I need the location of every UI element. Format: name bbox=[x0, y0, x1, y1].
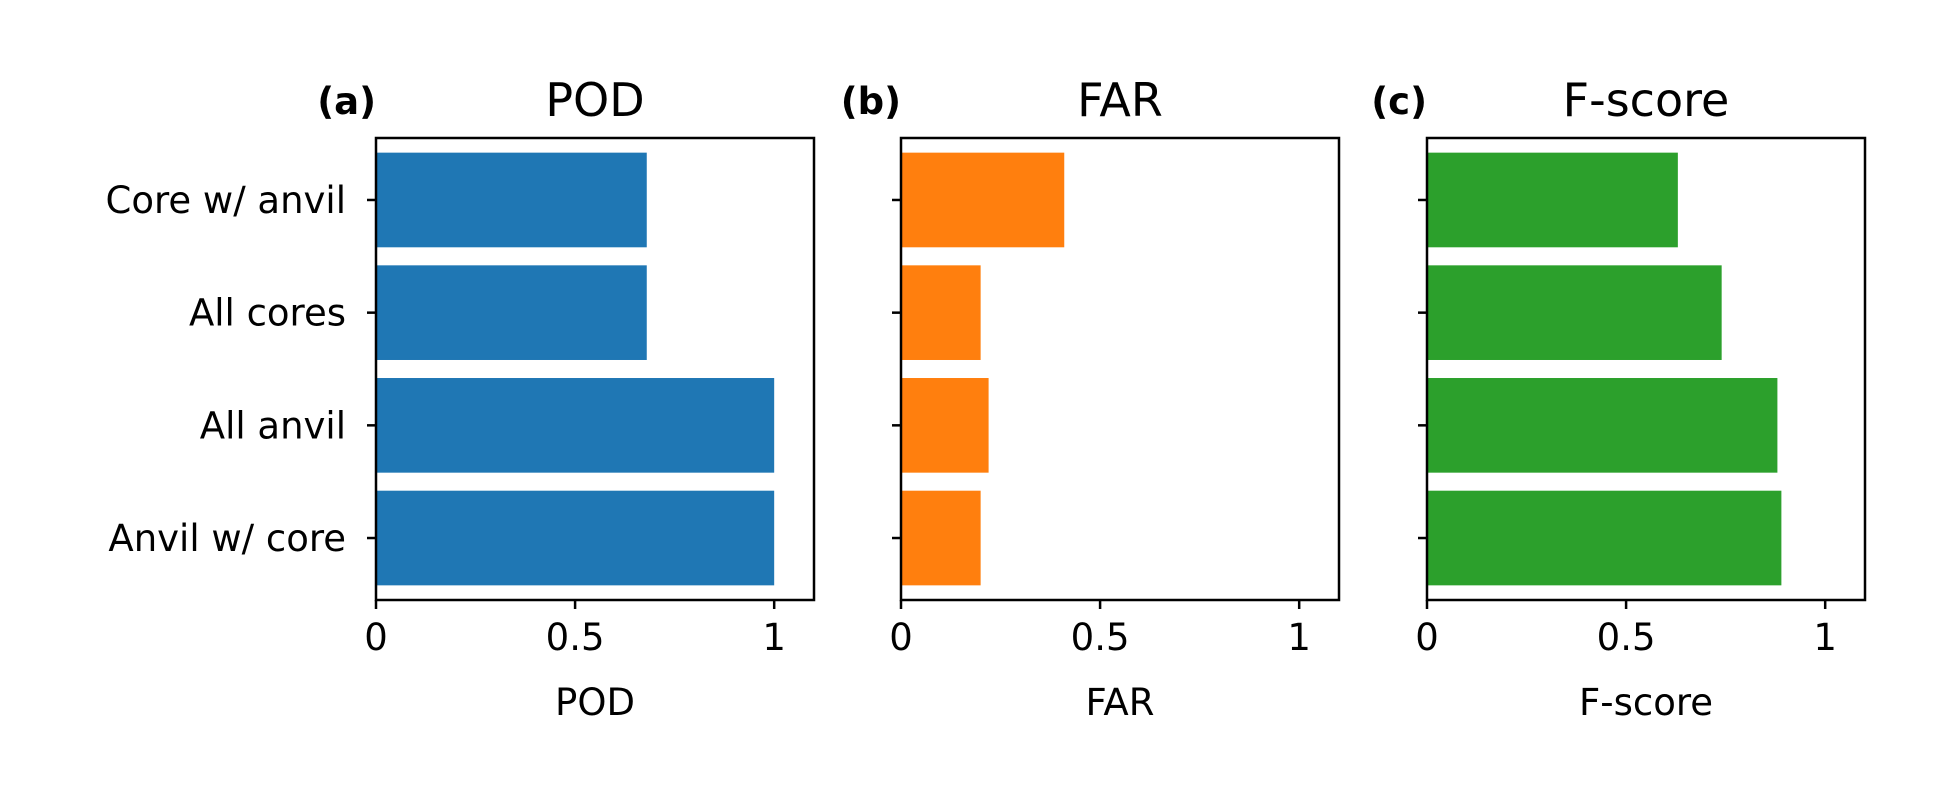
panel-2-xtick-label-1: 0 bbox=[889, 616, 913, 659]
panel-3-axes-frame bbox=[1425, 136, 1867, 602]
panel-2-xtick-label-2: 0.5 bbox=[1071, 616, 1130, 659]
panel-2-bar-4 bbox=[901, 490, 981, 586]
panel-1-xtick-label-2: 0.5 bbox=[546, 616, 605, 659]
panel-1-xtick-label-1: 0 bbox=[364, 616, 388, 659]
panel-3-bar-3 bbox=[1427, 378, 1778, 473]
panel-3-x-axis-label: F-score bbox=[1579, 681, 1713, 724]
panel-2-panel-label: (b) bbox=[841, 80, 901, 123]
panel-1-category-label-3: All anvil bbox=[200, 404, 346, 447]
panel-1-bar-4 bbox=[376, 490, 775, 586]
panel-1-category-label-2: All cores bbox=[189, 292, 346, 335]
panel-3-title: F-score bbox=[1563, 73, 1730, 127]
panel-1-axes-frame bbox=[374, 136, 816, 602]
panel-1-x-axis-label: POD bbox=[555, 681, 635, 724]
panel-2-xtick-label-3: 1 bbox=[1287, 616, 1311, 659]
panel-2-x-axis-label: FAR bbox=[1086, 681, 1155, 724]
panel-1-category-label-1: Core w/ anvil bbox=[106, 179, 346, 222]
panel-1-xtick-label-3: 1 bbox=[762, 616, 786, 659]
panel-3-panel-label: (c) bbox=[1371, 80, 1427, 123]
panel-1-bar-1 bbox=[376, 152, 647, 248]
panel-1-bar-2 bbox=[376, 265, 647, 360]
panel-2-bar-1 bbox=[901, 152, 1065, 248]
panel-2-bar-3 bbox=[901, 378, 989, 473]
panel-3-bar-4 bbox=[1427, 490, 1782, 586]
panel-1-bar-3 bbox=[376, 378, 775, 473]
panel-2-bar-2 bbox=[901, 265, 981, 360]
panel-3-xtick-label-3: 1 bbox=[1813, 616, 1837, 659]
panel-3-xtick-label-2: 0.5 bbox=[1597, 616, 1656, 659]
panel-1-panel-label: (a) bbox=[317, 80, 376, 123]
panel-2-axes-frame bbox=[899, 136, 1341, 602]
panel-3-bar-1 bbox=[1427, 152, 1678, 248]
panel-3-xtick-label-1: 0 bbox=[1415, 616, 1439, 659]
panel-1-title: POD bbox=[545, 73, 644, 127]
panel-3-bar-2 bbox=[1427, 265, 1722, 360]
panel-1-category-label-4: Anvil w/ core bbox=[108, 517, 346, 560]
panel-2-title: FAR bbox=[1077, 73, 1163, 127]
